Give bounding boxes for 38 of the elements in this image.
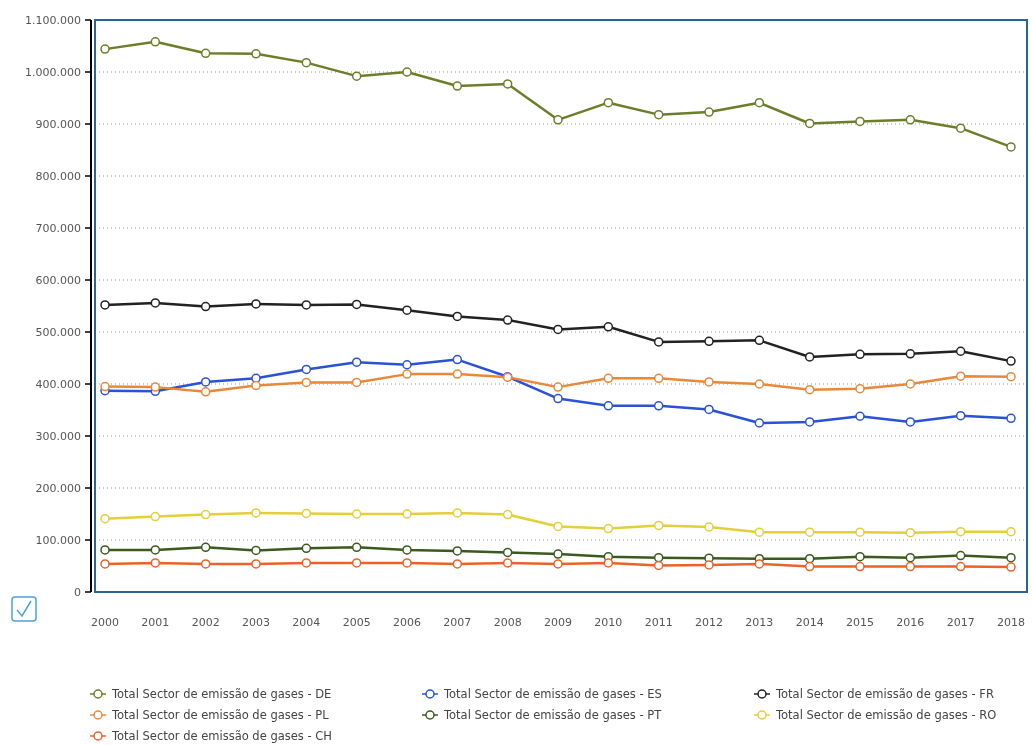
x-tick-label: 2003 xyxy=(242,616,270,629)
legend-label: Total Sector de emissão de gases - PT xyxy=(443,708,663,723)
x-tick-label: 2006 xyxy=(393,616,421,629)
x-tick-label: 2016 xyxy=(896,616,925,629)
y-tick-label: 500.000 xyxy=(35,325,81,339)
x-tick-label: 2017 xyxy=(946,616,975,629)
y-tick-label: 400.000 xyxy=(35,377,81,391)
x-tick-label: 2004 xyxy=(292,616,321,629)
y-tick-label: 700.000 xyxy=(35,221,81,235)
y-tick-label: 1.000.000 xyxy=(25,65,81,79)
x-tick-label: 2001 xyxy=(141,616,170,629)
y-tick-label: 0 xyxy=(74,585,81,599)
legend-label: Total Sector de emissão de gases - FR xyxy=(775,687,994,702)
y-tick-label: 800.000 xyxy=(35,169,81,183)
x-tick-label: 2009 xyxy=(544,616,572,629)
y-tick-label: 100.000 xyxy=(35,533,81,547)
y-tick-label: 200.000 xyxy=(35,481,81,495)
x-tick-label: 2002 xyxy=(191,616,220,629)
x-tick-label: 2013 xyxy=(745,616,774,629)
legend-label: Total Sector de emissão de gases - CH xyxy=(111,729,332,744)
y-tick-label: 600.000 xyxy=(35,273,81,287)
x-tick-label: 2000 xyxy=(91,616,119,629)
x-tick-label: 2011 xyxy=(644,616,673,629)
legend-label: Total Sector de emissão de gases - ES xyxy=(443,687,662,702)
legend-label: Total Sector de emissão de gases - RO xyxy=(775,708,997,723)
x-tick-label: 2014 xyxy=(795,616,824,629)
x-tick-label: 2010 xyxy=(594,616,623,629)
y-tick-label: 300.000 xyxy=(35,429,81,443)
x-tick-label: 2015 xyxy=(846,616,874,629)
x-tick-label: 2005 xyxy=(342,616,371,629)
y-tick-label: 900.000 xyxy=(35,117,81,131)
legend-label: Total Sector de emissão de gases - PL xyxy=(111,708,330,723)
x-tick-label: 2012 xyxy=(695,616,723,629)
x-tick-label: 2008 xyxy=(493,616,522,629)
y-tick-label: 1.100.000 xyxy=(25,13,81,27)
x-tick-label: 2018 xyxy=(997,616,1025,629)
x-tick-label: 2007 xyxy=(443,616,472,629)
legend-label: Total Sector de emissão de gases - DE xyxy=(111,687,332,702)
